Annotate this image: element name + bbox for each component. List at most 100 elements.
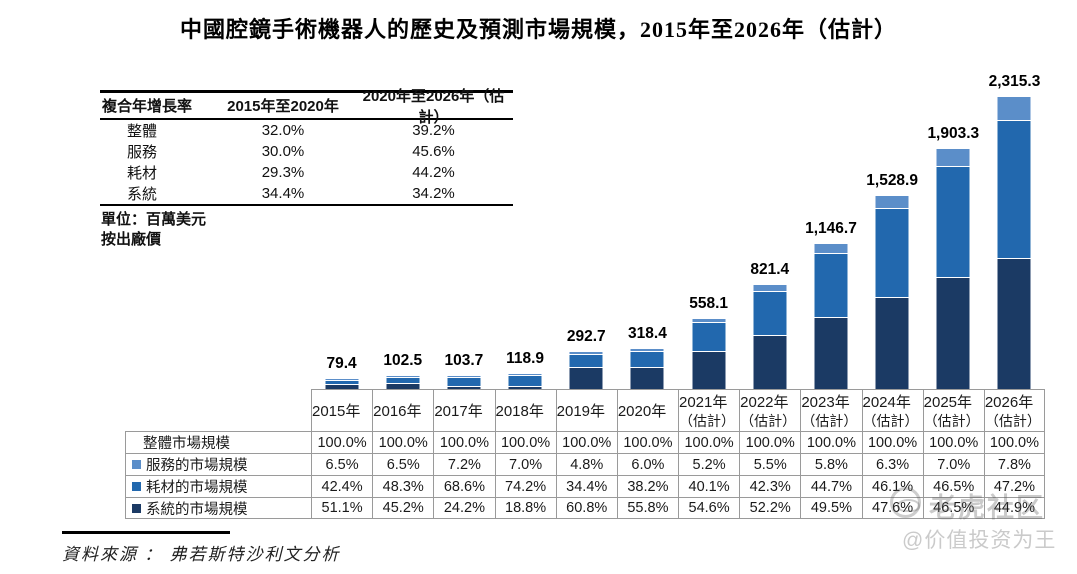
year-header-line1: 2016年 [373, 403, 422, 420]
table-value-cell: 100.0% [494, 431, 556, 453]
table-value-cell: 42.3% [739, 475, 801, 497]
table-value-cell: 7.8% [983, 453, 1045, 475]
bar-total-label: 318.4 [628, 324, 667, 342]
bar-column-2016年: 102.5 [372, 60, 433, 389]
table-value-cell: 5.5% [739, 453, 801, 475]
table-value-cell: 60.8% [555, 497, 617, 519]
table-value-cell: 18.8% [494, 497, 556, 519]
bar-segment-耗材的市場規模 [569, 353, 603, 367]
bar-column-2022年（估計）: 821.4 [739, 60, 800, 389]
row-label-text: 耗材的市場規模 [146, 480, 248, 496]
table-value-cell: 5.2% [678, 453, 740, 475]
bar-segment-耗材的市場規模 [814, 252, 848, 318]
cagr-row-label: 服務 [126, 144, 157, 161]
legend-square-icon [132, 460, 141, 469]
bar-segment-服務的市場規模 [325, 379, 359, 380]
bar-segment-耗材的市場規模 [447, 376, 481, 386]
bar-stack [630, 348, 664, 389]
bar-segment-耗材的市場規模 [325, 380, 359, 385]
bar-total-label: 2,315.3 [988, 73, 1041, 90]
bar-segment-服務的市場規模 [692, 318, 726, 323]
cagr-header-2015-2020: 2015年至2020年 [227, 98, 339, 115]
bar-segment-系統的市場規模 [814, 317, 848, 389]
bar-segment-系統的市場規模 [753, 334, 787, 389]
bar-column-2025年（估計）: 1,903.3 [923, 60, 984, 389]
table-value-cell: 100.0% [433, 431, 495, 453]
bar-segment-系統的市場規模 [447, 385, 481, 389]
row-label-text: 服務的市場規模 [146, 458, 248, 474]
bar-total-label: 821.4 [750, 261, 790, 279]
table-value-cell: 100.0% [555, 431, 617, 453]
year-header-2026年: 2026年 （估計） [983, 389, 1045, 431]
year-header-2016年: 2016年 [372, 389, 434, 431]
tiger-community-logo-watermark [890, 487, 921, 518]
table-value-cell: 6.5% [372, 453, 434, 475]
bar-total-label: 1,528.9 [866, 172, 918, 190]
bar-column-2019年: 292.7 [556, 60, 617, 389]
bar-column-2020年: 318.4 [617, 60, 678, 389]
table-value-cell: 45.2% [372, 497, 434, 519]
row-label-耗材的市場規模: 耗材的市場規模 [125, 475, 311, 497]
bar-segment-系統的市場規模 [508, 386, 542, 389]
cagr-value-2015-2020: 34.4% [261, 185, 305, 202]
year-header-line1: 2026年 [984, 394, 1034, 411]
page-title: 中國腔鏡手術機器人的歷史及預測市場規模，2015年至2026年（估計） [179, 17, 897, 42]
cagr-table-header-row: 複合年增長率 2015年至2020年 2020年至2026年（估計） [100, 88, 513, 126]
table-value-cell: 46.5% [922, 475, 984, 497]
bar-stack [325, 379, 359, 389]
table-value-cell: 100.0% [616, 431, 678, 453]
bar-segment-服務的市場規模 [508, 374, 542, 376]
bar-segment-系統的市場規模 [692, 350, 726, 389]
table-value-cell: 100.0% [739, 431, 801, 453]
table-value-cell: 49.5% [800, 497, 862, 519]
bar-total-label: 79.4 [326, 355, 357, 372]
year-header-line1: 2015年 [312, 403, 361, 420]
bar-stack [936, 148, 970, 389]
stacked-bar-chart: 79.4 102.5 103.7 118.9 292.7 318.4 558.1 821.4 1… [311, 60, 1045, 389]
cagr-row-label: 耗材 [126, 165, 157, 182]
cagr-value-2015-2020: 30.0% [261, 143, 305, 160]
bar-segment-耗材的市場規模 [875, 208, 909, 298]
source-divider-line [62, 531, 230, 534]
table-value-cell: 52.2% [739, 497, 801, 519]
row-label-服務的市場規模: 服務的市場規模 [125, 453, 311, 475]
table-value-cell: 100.0% [800, 431, 862, 453]
table-value-cell: 7.0% [494, 453, 556, 475]
year-header-line1: 2022年 [740, 394, 789, 411]
bar-segment-系統的市場規模 [936, 277, 970, 389]
bar-total-label: 103.7 [444, 351, 484, 369]
bar-segment-系統的市場規模 [875, 297, 909, 389]
table-value-cell: 51.1% [311, 497, 373, 519]
bar-stack [875, 196, 909, 389]
table-value-cell: 100.0% [372, 431, 434, 453]
year-header-2023年: 2023年 （估計） [800, 389, 862, 431]
cagr-row-整體: 整體 32.0% 39.2% [100, 120, 513, 141]
table-value-cell: 100.0% [861, 431, 923, 453]
bar-segment-系統的市場規模 [997, 257, 1031, 389]
year-header-line1: 2024年 [862, 394, 911, 411]
bar-column-2026年（估計）: 2,315.3 [984, 60, 1045, 389]
bar-segment-耗材的市場規模 [508, 375, 542, 387]
table-value-cell: 4.8% [555, 453, 617, 475]
table-corner-empty [125, 389, 311, 431]
bar-stack [386, 376, 420, 389]
bar-segment-服務的市場規模 [875, 196, 909, 209]
year-header-2018年: 2018年 [494, 389, 556, 431]
table-value-cell: 44.9% [983, 497, 1045, 519]
row-label-text: 系統的市場規模 [146, 501, 248, 518]
bar-segment-服務的市場規模 [569, 352, 603, 354]
table-value-cell: 100.0% [922, 431, 984, 453]
bar-segment-系統的市場規模 [569, 366, 603, 389]
table-value-cell: 54.6% [678, 497, 740, 519]
cagr-row-label: 整體 [126, 123, 157, 140]
bottom-data-table: 2015年 2016年 2017年 2018年 2019年 2020年 2021年 （估計） 2… [125, 389, 1045, 519]
bar-stack [447, 375, 481, 389]
year-header-line2: （估計） [984, 413, 1041, 429]
bar-segment-服務的市場規模 [753, 285, 787, 292]
table-value-cell: 6.0% [616, 453, 678, 475]
table-value-cell: 5.8% [800, 453, 862, 475]
cagr-row-耗材: 耗材 29.3% 44.2% [100, 162, 513, 183]
bar-stack [569, 352, 603, 389]
cagr-row-服務: 服務 30.0% 45.6% [100, 141, 513, 162]
